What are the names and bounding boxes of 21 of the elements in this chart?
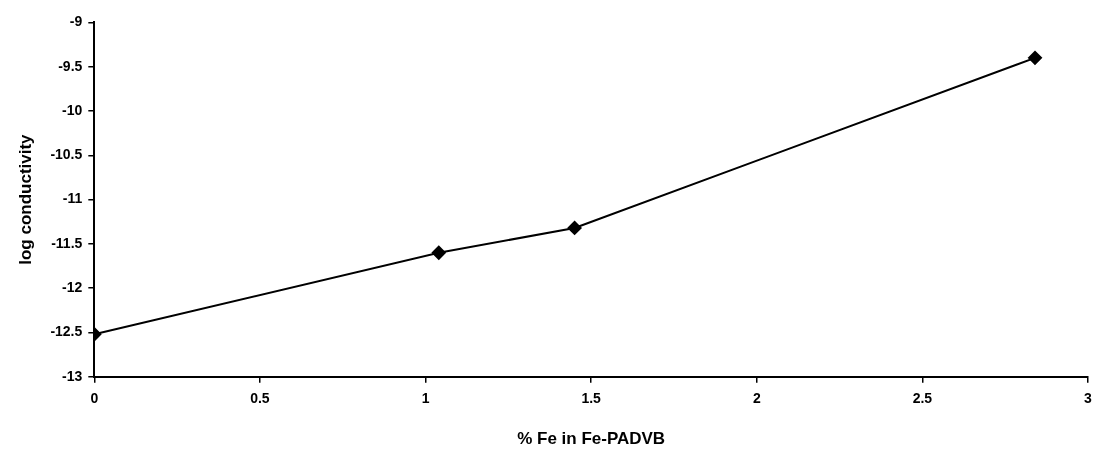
point: [1028, 50, 1042, 65]
y-tick-label: -12: [62, 279, 83, 296]
y-tick-label: -9.5: [58, 57, 83, 74]
y-axis-title: log conductivity: [15, 133, 35, 265]
y-tick-label: -10.5: [50, 146, 83, 163]
x-tick-label: 1: [421, 390, 430, 407]
y-tick-label: -13: [62, 367, 83, 384]
point: [567, 220, 582, 235]
x-axis-title: % Fe in Fe-PADVB: [517, 429, 666, 449]
x-tick-label: 0.5: [250, 390, 270, 407]
x-tick-label: 0: [90, 390, 99, 407]
y-tick-label: -12.5: [50, 323, 83, 340]
y-tick-label: -11.5: [51, 234, 83, 251]
y-tick-label: -10: [62, 101, 83, 118]
x-tick-label: 1.5: [581, 390, 602, 407]
x-tick-label: 2: [752, 390, 761, 407]
x-tick-label: 2.5: [912, 390, 933, 407]
y-tick-label: -9: [69, 13, 83, 30]
x-tick-label: 3: [1084, 390, 1093, 407]
point: [431, 245, 446, 260]
y-tick-label: -11: [62, 190, 83, 207]
